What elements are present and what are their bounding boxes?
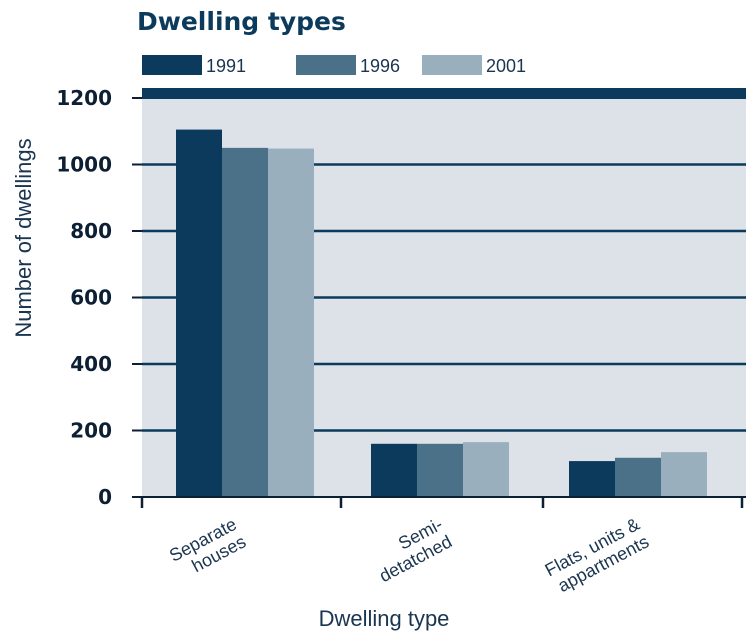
y-tick-label-600: 600 [70, 286, 112, 310]
bar-1991-2 [569, 461, 615, 497]
category-label-0: Separatehouses [166, 514, 249, 583]
legend-label-2001: 2001 [486, 56, 526, 76]
category-labels: Separatehouses Semi-detatched Flats, units… [166, 514, 653, 598]
y-axis-title: Number of dwellings [11, 138, 36, 337]
bar-1991-0 [176, 129, 222, 497]
category-label-1: Semi-detatched [367, 514, 456, 586]
x-axis-title: Dwelling type [319, 606, 450, 631]
y-tick-label-0: 0 [98, 485, 112, 509]
y-tick-label-400: 400 [70, 352, 112, 376]
bar-1991-1 [371, 443, 417, 497]
chart-title: Dwelling types [137, 7, 346, 36]
bar-1996-0 [222, 147, 268, 497]
y-tick-label-200: 200 [70, 419, 112, 443]
bar-1996-2 [615, 457, 661, 497]
legend-label-1991: 1991 [206, 56, 246, 76]
legend-swatch-1996 [296, 55, 356, 75]
bar-2001-1 [463, 442, 509, 497]
x-axis [140, 496, 746, 508]
bar-2001-2 [661, 452, 707, 497]
y-tick-label-1200: 1200 [56, 86, 112, 110]
plot-top-frame [142, 88, 746, 99]
legend-label-1996: 1996 [360, 56, 400, 76]
y-axis-ticks: 0 200 400 600 800 1000 1200 [56, 86, 142, 509]
bar-1996-1 [417, 443, 463, 497]
legend-swatch-2001 [422, 55, 482, 75]
category-label-2: Flats, units &appartments [542, 514, 653, 598]
y-tick-label-1000: 1000 [56, 153, 112, 177]
legend: 1991 1996 2001 [142, 55, 526, 76]
bars [176, 129, 707, 498]
y-tick-label-800: 800 [70, 219, 112, 243]
bar-2001-0 [268, 148, 314, 498]
legend-swatch-1991 [142, 55, 202, 75]
